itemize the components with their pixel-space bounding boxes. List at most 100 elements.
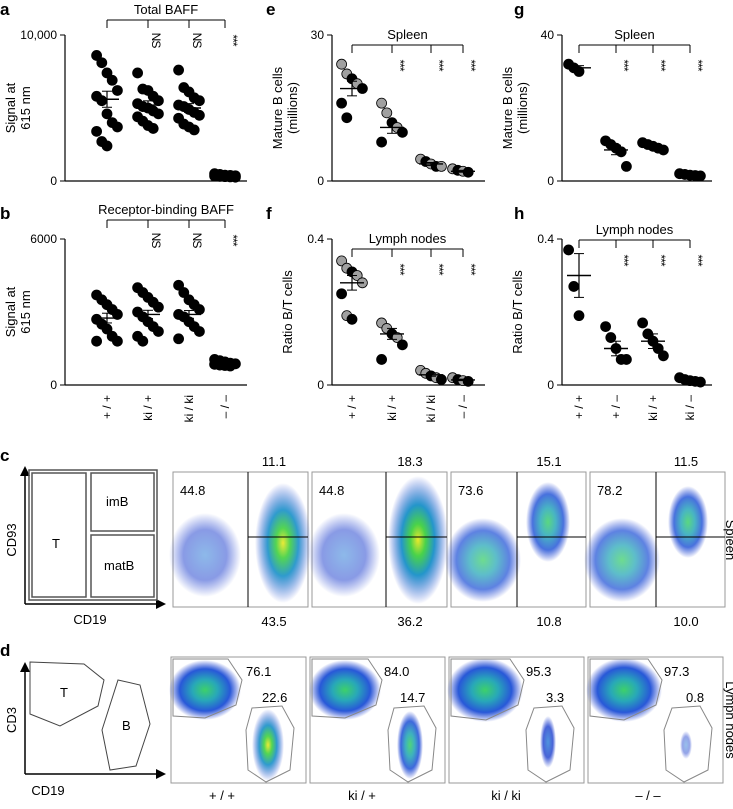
significance-b: NS [149,233,163,249]
data-point-f [462,375,474,387]
chart-title-f: Lymph nodes [369,231,447,246]
significance-e: *** [432,59,446,71]
significance-h: *** [617,254,631,266]
significance-b: NS [190,233,204,249]
c4-t-pct: 78.2 [597,483,622,498]
d-x-arrow-icon [156,769,166,779]
y-tick-label-e: 30 [311,28,325,42]
data-point-a [91,50,102,61]
c1-imb-pct: 11.1 [262,454,286,469]
c4-imb-pct: 11.5 [674,454,698,469]
d-y-arrow-icon [20,662,30,672]
data-point-a [188,124,200,136]
data-point-a [229,171,241,183]
data-point-a [101,140,113,152]
data-point-a [112,121,123,133]
d2-b-pct: 14.7 [400,690,425,705]
data-point-f [396,339,408,351]
panel-d-schematic: T B CD3 CD19 [4,661,166,798]
d3-t-pct: 95.3 [526,664,551,679]
data-point-a [152,95,164,107]
significance-g: *** [617,59,631,71]
c2-t-pct: 44.8 [319,483,344,498]
data-point-a [193,109,205,121]
d1-genotype: + / + [209,788,235,803]
data-point-b [173,333,185,345]
d4-b-pct: 0.8 [686,690,704,705]
d1-t-pct: 76.1 [246,664,271,679]
data-point-e [435,160,447,172]
d2-t-pct: 84.0 [384,664,409,679]
c-side-label: Spleen [723,520,733,560]
significance-f: *** [432,263,446,275]
data-point-h [605,332,617,343]
data-point-a [147,123,159,134]
panel-c-schematic: T imB matB CD93 CD19 [4,466,166,627]
data-point-f [435,374,447,385]
significance-b: *** [226,234,240,246]
c2-matb-pct: 36.2 [397,614,422,629]
y-tick-label-g: 0 [547,174,554,188]
panel-c-flow-plots: 44.8 11.1 43.5 44.8 18.3 36.2 73.6 15.1 … [169,454,733,629]
panel-d-flow-plots: 76.1 22.6 + / + 84.0 14.7 ki / + 95.3 3.… [169,656,733,803]
y-tick-label-h: 0 [547,378,554,392]
panel-letter-h: h [514,204,524,223]
d-y-label: CD3 [4,707,19,733]
c-x-label: CD19 [73,612,106,627]
chart-title-a: Total BAFF [134,2,198,17]
data-point-b [193,304,205,315]
y-label-a: 615 nm [18,86,33,129]
d4-genotype: – / – [635,788,661,803]
x-tick-label-h: + / + [572,395,586,419]
c3-t-pct: 73.6 [458,483,483,498]
panel-letter-d: d [0,641,10,660]
panel-letter-g: g [514,0,524,19]
significance-a: NS [149,33,163,49]
c2-imb-pct: 18.3 [397,454,422,469]
d-flow-plot-2: 84.0 14.7 ki / + [309,656,446,803]
x-tick-label-f: – / – [456,395,470,419]
y-label-h: Ratio B/T cells [510,270,525,354]
y-tick-label-e: 0 [317,174,324,188]
c-gate-t [31,472,87,598]
chart-a: 0 10,000 Signal at 615 nm Total BAFF NS NS *** [3,2,247,188]
data-point-h [695,376,706,388]
d-x-label: CD19 [31,783,64,798]
data-point-a [193,95,205,107]
y-label-b: 615 nm [18,290,33,333]
data-point-a [101,108,113,120]
data-point-b [178,287,190,298]
chart-title-g: Spleen [614,27,654,42]
data-point-b [193,326,205,337]
data-point-a [96,57,108,69]
x-tick-label-h: ki / – [683,395,697,421]
y-tick-label-g: 40 [541,28,555,42]
data-point-f [336,288,348,300]
c-flow-plot-4: 78.2 11.5 10.0 [584,454,726,629]
chart-title-e: Spleen [387,27,427,42]
data-point-b [173,279,185,291]
y-label-e: (millions) [285,82,300,134]
significance-a: *** [226,34,240,46]
c1-t-pct: 44.8 [180,483,205,498]
x-tick-label-h: ki / + [646,395,660,421]
data-point-e [336,58,348,70]
d-gate-t [29,661,105,727]
x-tick-label-b: + / + [100,395,114,419]
y-tick-label-b: 0 [50,378,57,392]
d-gate-b-label: B [122,718,131,733]
panel-letter-a: a [0,0,10,19]
x-tick-label-f: + / + [345,395,359,419]
data-point-a [101,67,113,79]
data-point-h [573,310,585,322]
significance-g: *** [691,59,705,71]
y-label-g: Mature B cells [500,66,515,149]
d1-b-pct: 22.6 [262,690,287,705]
chart-h: 0 0.4 Ratio B/T cells Lymph nodes *** *** *** +… [510,222,712,421]
data-point-e [336,97,348,109]
panel-letter-c: c [0,446,9,465]
data-point-a [152,108,164,120]
c-gate-imb [90,472,155,532]
data-point-h [568,281,580,292]
y-tick-label-h: 0.4 [537,232,554,246]
